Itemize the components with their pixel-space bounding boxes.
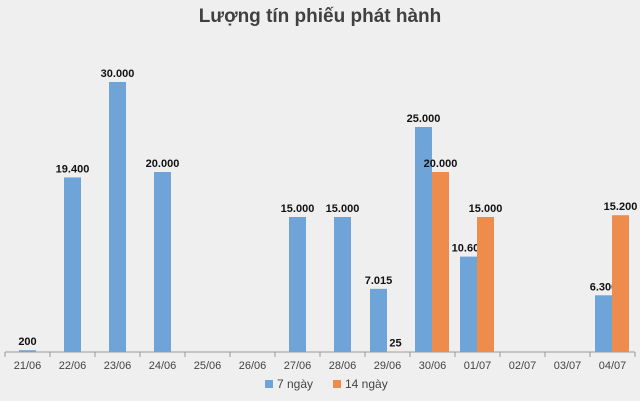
x-tick-label: 28/06 bbox=[329, 360, 357, 372]
legend-swatch bbox=[333, 380, 341, 388]
bar-7-ngay bbox=[460, 256, 477, 352]
bar-7-ngay bbox=[109, 82, 126, 352]
data-label: 15.000 bbox=[469, 203, 503, 215]
x-tick-label: 04/07 bbox=[599, 360, 627, 372]
x-tick-label: 29/06 bbox=[374, 360, 402, 372]
bar-14-ngay bbox=[387, 351, 404, 352]
legend-label: 7 ngày bbox=[277, 377, 313, 391]
data-label: 25 bbox=[389, 338, 401, 350]
bar-14-ngay bbox=[432, 172, 449, 352]
x-tick-label: 30/06 bbox=[419, 360, 447, 372]
chart-title: Lượng tín phiếu phát hành bbox=[198, 6, 442, 27]
bar-7-ngay bbox=[64, 177, 81, 352]
x-tick-label: 21/06 bbox=[14, 360, 42, 372]
legend-label: 14 ngày bbox=[345, 377, 388, 391]
x-tick-label: 03/07 bbox=[554, 360, 582, 372]
bar-7-ngay bbox=[334, 217, 351, 352]
data-label: 15.000 bbox=[281, 203, 315, 215]
data-label: 10.600 bbox=[452, 243, 486, 255]
data-label: 15.000 bbox=[326, 203, 360, 215]
x-tick-label: 24/06 bbox=[149, 360, 177, 372]
x-tick-label: 23/06 bbox=[104, 360, 132, 372]
x-tick-label: 22/06 bbox=[59, 360, 87, 372]
x-tick-label: 01/07 bbox=[464, 360, 492, 372]
data-label: 7.015 bbox=[365, 275, 393, 287]
x-tick-label: 02/07 bbox=[509, 360, 537, 372]
bar-14-ngay bbox=[477, 217, 494, 352]
data-label: 19.400 bbox=[56, 163, 90, 175]
bar-7-ngay bbox=[370, 288, 387, 352]
data-label: 15.200 bbox=[604, 201, 638, 213]
legend-swatch bbox=[265, 380, 273, 388]
data-label: 6.300 bbox=[590, 281, 618, 293]
bar-7-ngay bbox=[154, 172, 171, 352]
data-label: 20.000 bbox=[146, 158, 180, 170]
x-tick-label: 26/06 bbox=[239, 360, 267, 372]
bar-7-ngay bbox=[595, 295, 612, 352]
data-label: 20.000 bbox=[424, 158, 458, 170]
bar-7-ngay bbox=[19, 350, 36, 352]
bar-14-ngay bbox=[612, 215, 629, 352]
bar-7-ngay bbox=[289, 217, 306, 352]
x-tick-label: 25/06 bbox=[194, 360, 222, 372]
data-label: 200 bbox=[18, 336, 36, 348]
x-tick-label: 27/06 bbox=[284, 360, 312, 372]
data-label: 25.000 bbox=[407, 113, 441, 125]
data-label: 30.000 bbox=[101, 68, 135, 80]
bar-7-ngay bbox=[415, 127, 432, 352]
